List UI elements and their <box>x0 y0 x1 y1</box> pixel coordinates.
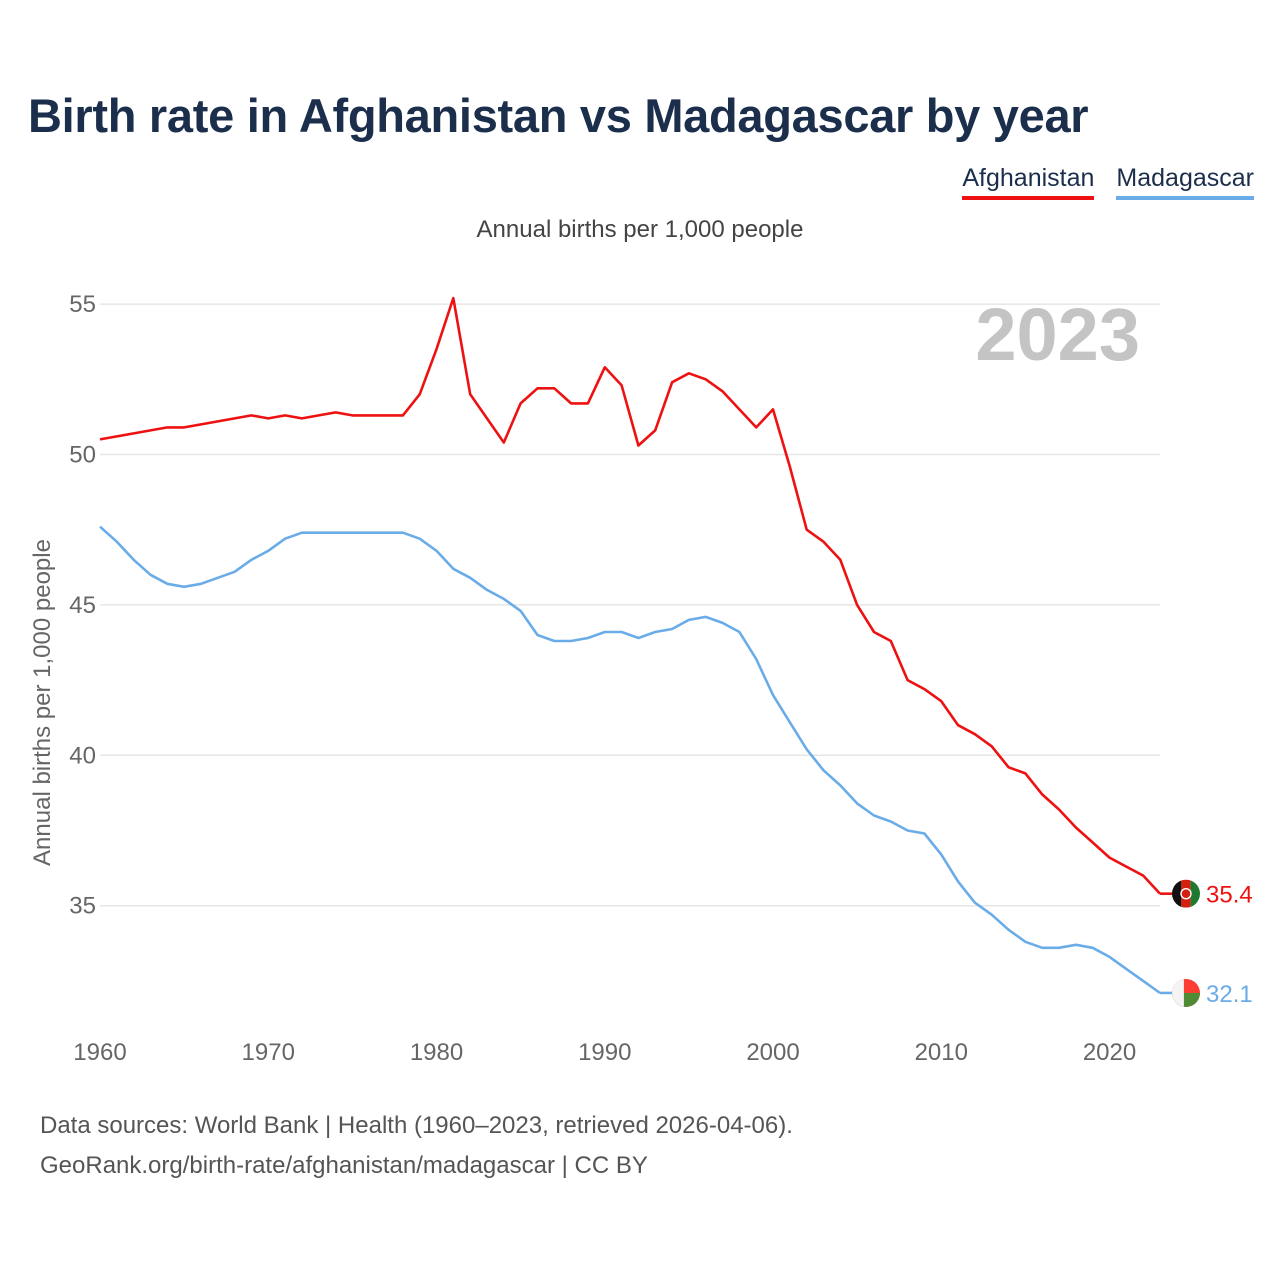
flag-black-stripe <box>1172 879 1182 908</box>
x-tick-label: 1990 <box>578 1039 631 1066</box>
x-tick-label: 1960 <box>73 1039 126 1066</box>
data-sources: Data sources: World Bank | Health (1960–… <box>40 1112 793 1139</box>
series-line-madagascar <box>99 525 1161 995</box>
y-tick-label: 45 <box>69 592 96 619</box>
x-tick-label: 1980 <box>410 1039 463 1066</box>
madagascar-flag <box>1172 978 1200 1007</box>
flag-green-stripe <box>1190 879 1200 908</box>
chart-subtitle: Annual births per 1,000 people <box>476 216 804 243</box>
footer: Data sources: World Bank | Health (1960–… <box>40 1106 793 1186</box>
x-tick-label: 1970 <box>242 1039 295 1066</box>
afghanistan-flag <box>1172 879 1200 908</box>
series-line-afghanistan <box>99 296 1161 895</box>
x-tick-label: 2000 <box>746 1039 799 1066</box>
x-tick-label: 2010 <box>915 1039 968 1066</box>
attribution[interactable]: GeoRank.org/birth-rate/afghanistan/madag… <box>40 1152 648 1179</box>
y-tick-label: 50 <box>69 441 96 468</box>
legend-item-afghanistan[interactable]: Afghanistan <box>962 164 1095 200</box>
y-tick-label: 35 <box>69 893 96 920</box>
flag-red-stripe <box>1181 879 1191 908</box>
legend-item-madagascar[interactable]: Madagascar <box>1116 164 1254 200</box>
y-tick-label: 55 <box>69 291 96 318</box>
flag-white-band <box>1172 978 1184 1007</box>
chart-title: Birth rate in Afghanistan vs Madagascar … <box>28 89 1089 142</box>
x-tick-label: 2020 <box>1083 1039 1136 1066</box>
legend: Afghanistan Madagascar <box>962 164 1254 200</box>
year-watermark: 2023 <box>975 293 1140 376</box>
flag-emblem <box>1180 887 1192 900</box>
end-value-label-afghanistan: 35.4 <box>1206 882 1253 909</box>
series-madagascar: 32.1 <box>99 525 1253 1008</box>
series-afghanistan: 35.4 <box>99 296 1253 909</box>
y-axis-label: Annual births per 1,000 people <box>29 539 56 866</box>
y-tick-label: 40 <box>69 742 96 769</box>
end-value-label-madagascar: 32.1 <box>1206 981 1253 1008</box>
